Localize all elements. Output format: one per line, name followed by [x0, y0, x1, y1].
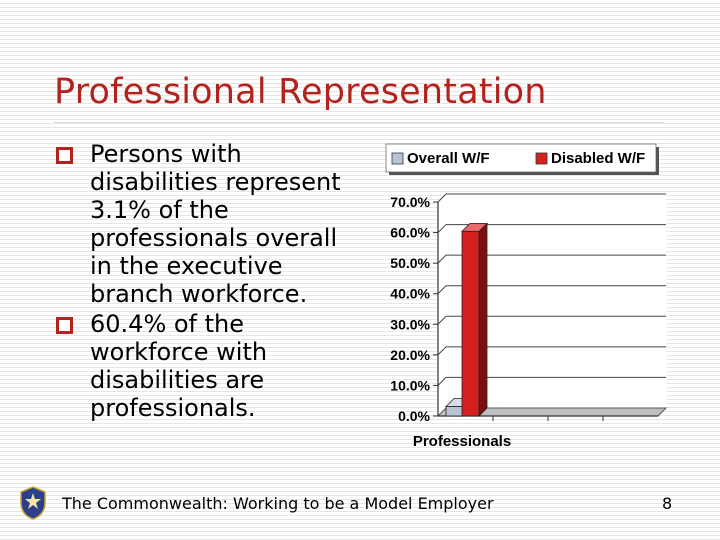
bullet-item: Persons with disabilities represent 3.1%…	[56, 140, 356, 308]
gridline	[437, 346, 666, 356]
gridline	[437, 376, 666, 386]
footer-text: The Commonwealth: Working to be a Model …	[62, 494, 494, 513]
y-tick-label: 40.0%	[390, 286, 430, 302]
x-category-label: Professionals	[413, 433, 511, 450]
hollow-square-bullet-icon	[56, 317, 73, 334]
bullet-item: 60.4% of the workforce with disabilities…	[56, 310, 356, 422]
y-tick-label: 20.0%	[390, 347, 430, 363]
y-tick-label: 50.0%	[390, 255, 430, 271]
legend-box	[385, 143, 657, 173]
legend-label: Disabled W/F	[551, 150, 645, 167]
legend-swatch	[391, 152, 404, 165]
legend-shadow	[389, 172, 659, 175]
y-tick-label: 10.0%	[390, 377, 430, 393]
gridline	[437, 224, 666, 233]
hollow-square-bullet-icon	[56, 147, 73, 164]
bar-chart: Overall W/F Disabled W/F 0.0% 10.0% 20.0% 30.…	[360, 140, 680, 460]
gridline	[437, 315, 666, 325]
gridline	[437, 285, 666, 295]
title-divider	[54, 122, 664, 123]
y-tick-label: 0.0%	[398, 408, 430, 424]
plot-wall	[438, 194, 666, 416]
page-number: 8	[662, 494, 673, 513]
bullet-text: Persons with disabilities represent 3.1%…	[90, 140, 341, 308]
chart-svg: Overall W/F Disabled W/F 0.0% 10.0% 20.0% 30.…	[385, 143, 668, 450]
bar	[461, 230, 480, 417]
bullet-list: Persons with disabilities represent 3.1%…	[56, 140, 356, 424]
bar-side	[478, 222, 488, 417]
gridline	[437, 193, 666, 203]
bullet-text: 60.4% of the workforce with disabilities…	[90, 310, 268, 422]
legend-swatch	[535, 152, 548, 165]
y-tick-label: 60.0%	[390, 225, 430, 241]
legend-label: Overall W/F	[407, 150, 490, 167]
slide-title: Professional Representation	[54, 72, 547, 112]
legend-shadow	[656, 147, 659, 175]
bar	[445, 406, 464, 417]
gridline	[437, 254, 666, 264]
state-seal-icon	[20, 486, 46, 520]
y-tick-label: 70.0%	[390, 194, 430, 210]
y-tick-label: 30.0%	[390, 316, 430, 332]
